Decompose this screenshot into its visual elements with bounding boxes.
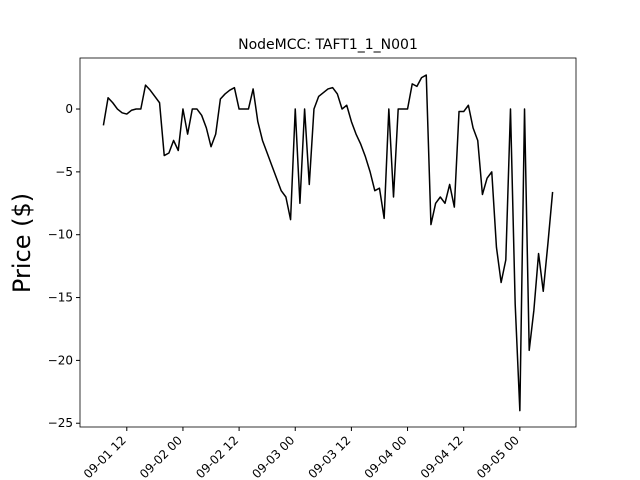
y-tick-label: −10: [48, 228, 73, 242]
x-tick-label: 09-03 12: [305, 433, 353, 480]
y-axis-label: Price ($): [8, 193, 36, 293]
y-tick-label: −15: [48, 291, 73, 305]
x-tick-label: 09-04 12: [418, 433, 466, 480]
x-tick-label: 09-01 12: [81, 433, 129, 480]
x-tick-label: 09-03 00: [249, 433, 297, 480]
plot-frame: [79, 57, 577, 428]
y-tick-label: −20: [48, 353, 73, 367]
chart-title: NodeMCC: TAFT1_1_N001: [238, 37, 418, 53]
x-tick-label: 09-05 00: [474, 433, 522, 480]
y-tick-label: −5: [55, 165, 73, 179]
x-tick-label: 09-04 00: [362, 433, 410, 480]
price-line: [102, 74, 554, 412]
x-tick-label: 09-02 00: [137, 433, 185, 480]
y-tick-label: 0: [65, 102, 73, 116]
y-tick-label: −25: [48, 416, 73, 430]
x-tick-label: 09-02 12: [193, 433, 241, 480]
